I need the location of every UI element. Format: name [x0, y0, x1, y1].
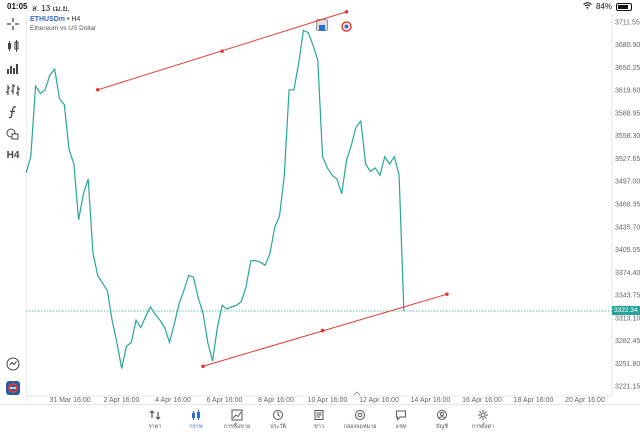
symbol-name[interactable]: ETHUSDm	[30, 16, 66, 23]
price-tick-label: 3313.10	[615, 315, 640, 322]
trendline	[202, 293, 448, 367]
candlestick-icon[interactable]	[5, 38, 21, 54]
symbol-header: ETHUSDm • H4	[30, 16, 81, 23]
trendline-anchor-point	[320, 328, 325, 333]
price-line	[25, 29, 405, 369]
nav-item-label: กล่องจดหมาย	[343, 424, 377, 430]
trendline-anchor-point	[201, 364, 205, 369]
price-tick-label: 3497.00	[615, 179, 640, 186]
trendline-anchor-point	[344, 9, 349, 14]
price-tick-label: 3221.15	[615, 384, 640, 391]
price-tick-label: 3282.45	[615, 338, 640, 345]
time-tick-label: 10 Apr 16:00	[308, 397, 348, 404]
time-axis: 31 Mar 16:00 2 Apr 16:00 4 Apr 16:00 6 Apr …	[49, 397, 605, 404]
ohlc-bars-icon[interactable]	[5, 82, 21, 98]
history-icon	[273, 410, 283, 420]
chart-icon	[192, 410, 200, 420]
nav-item-trade[interactable]: การซื้อขาย	[217, 409, 257, 431]
time-tick-label: 8 Apr 16:00	[258, 397, 294, 404]
account-icon	[437, 410, 447, 420]
price-tick-label: 3343.75	[615, 293, 640, 300]
current-price-tag: 3322.34	[612, 306, 640, 316]
time-tick-label: 12 Apr 16:00	[359, 397, 399, 404]
nav-item-label: ข่าว	[314, 424, 324, 430]
chart-mode-icon[interactable]	[341, 19, 352, 32]
price-tick-label: 3558.30	[615, 133, 640, 140]
price-tick-label: 3374.40	[615, 270, 640, 277]
status-date: ส. 13 เม.ย.	[32, 4, 70, 13]
time-tick-label: 2 Apr 16:00	[104, 397, 140, 404]
nav-item-mail[interactable]: กล่องจดหมาย	[340, 409, 380, 431]
time-tick-label: 16 Apr 16:00	[462, 397, 502, 404]
shapes-icon[interactable]	[5, 126, 21, 142]
nav-item-quotes[interactable]: ราคา	[135, 409, 175, 431]
crosshair-icon[interactable]	[5, 16, 21, 32]
nav-item-news[interactable]: ข่าว	[299, 409, 339, 431]
status-bar: 01:05 ส. 13 เม.ย. 84%	[0, 0, 640, 14]
news-icon	[314, 410, 324, 420]
trade-icon	[231, 409, 243, 421]
chart-series	[25, 9, 612, 396]
price-tick-label: 3405.05	[615, 247, 640, 254]
time-tick-label: 14 Apr 16:00	[411, 397, 451, 404]
time-tick-label: 6 Apr 16:00	[207, 397, 243, 404]
mail-icon	[355, 410, 365, 420]
timeframe-button[interactable]: H4	[6, 150, 20, 161]
price-tick-label: 3466.35	[615, 201, 640, 208]
price-axis: 3711.55 3680.90 3650.25 3619.60 3588.95 3558.…	[615, 19, 640, 390]
price-tick-label: 3251.80	[615, 361, 640, 368]
symbol-description: Ethereum vs US Dollar	[30, 25, 97, 32]
price-tick-label: 3711.55	[615, 19, 640, 26]
symbol-timeframe: H4	[71, 16, 81, 23]
trendline-anchor-point	[95, 88, 100, 92]
nav-item-label: การซื้อขาย	[223, 424, 251, 430]
app-logo-icon[interactable]	[5, 380, 21, 396]
price-tick-label: 3435.70	[615, 224, 640, 231]
price-tick-label: 3588.95	[615, 110, 640, 117]
price-tick-label: 3619.60	[615, 88, 640, 95]
nav-item-label: แชท	[395, 424, 407, 430]
settings-icon	[478, 410, 488, 420]
nav-item-chat[interactable]: แชท	[381, 409, 421, 431]
status-right: 84%	[583, 2, 632, 11]
price-tick-label: 3680.90	[615, 42, 640, 49]
bottom-navigation: ราคา กราฟ การซื้อขาย ประวัติ ข่าว กล่องจดหมาย…	[0, 404, 640, 448]
price-tick-label: 3527.65	[615, 156, 640, 163]
status-time: 01:05	[7, 2, 28, 11]
nav-item-label: ราคา	[148, 424, 162, 430]
battery-percent: 84%	[595, 2, 612, 11]
trend-analysis-icon[interactable]	[5, 356, 21, 372]
battery-icon	[616, 2, 632, 11]
nav-item-settings[interactable]: การตั้งค่า	[463, 409, 503, 431]
nav-item-label: บัญชี	[436, 424, 448, 430]
time-tick-label: 4 Apr 16:00	[155, 397, 191, 404]
time-tick-label: 18 Apr 16:00	[514, 397, 554, 404]
time-tick-label: 20 Apr 16:00	[565, 397, 605, 404]
trendline-anchor-point	[220, 49, 224, 53]
trendline-anchor-point	[445, 292, 449, 296]
nav-item-chart[interactable]: กราฟ	[176, 409, 216, 431]
time-tick-label: 31 Mar 16:00	[49, 397, 90, 404]
scroll-up-chevron-icon	[353, 391, 361, 396]
bar-chart-icon[interactable]	[5, 60, 21, 76]
nav-item-label: กราฟ	[189, 424, 203, 430]
indicator-function-icon[interactable]	[5, 104, 21, 120]
wifi-icon	[583, 2, 592, 11]
left-toolbar: H4	[0, 14, 27, 404]
chat-icon	[396, 410, 406, 421]
nav-item-account[interactable]: บัญชี	[422, 409, 462, 431]
nav-item-label: การตั้งค่า	[471, 424, 495, 430]
quotes-icon	[149, 410, 161, 420]
chart-grid	[26, 14, 613, 397]
nav-item-label: ประวัติ	[269, 424, 287, 430]
nav-item-history[interactable]: ประวัติ	[258, 409, 298, 431]
price-chart[interactable]: 3711.55 3680.90 3650.25 3619.60 3588.95 3558.…	[0, 0, 640, 404]
price-tick-label: 3650.25	[615, 65, 640, 72]
